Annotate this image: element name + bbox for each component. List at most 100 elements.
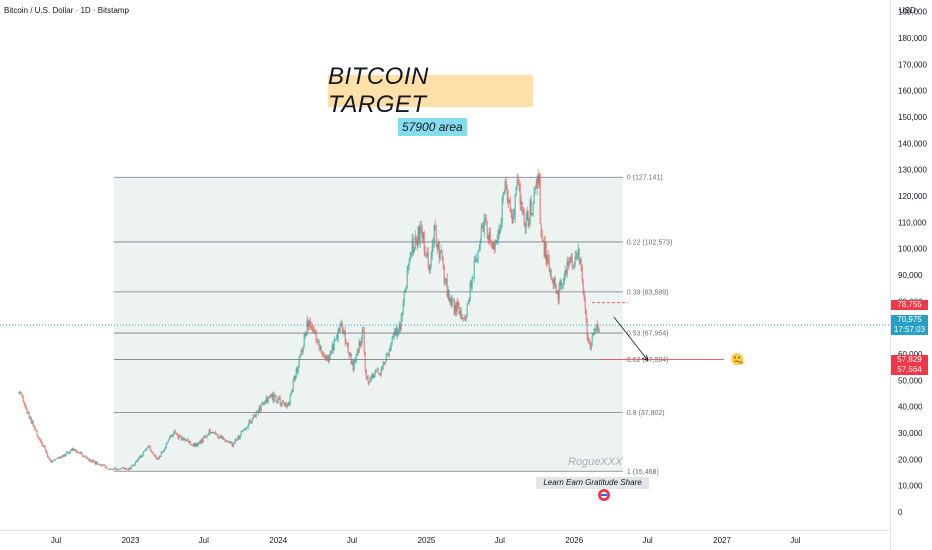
candle-body	[155, 456, 157, 459]
candle-body	[20, 391, 22, 395]
candle-body	[234, 439, 236, 444]
candle-body	[391, 337, 393, 343]
candle-body	[332, 345, 334, 350]
candle-body	[441, 252, 443, 259]
time-axis[interactable]: Jul 2023 Jul 2024 Jul 2025 Jul 2026 Jul 2027 Jul	[51, 536, 801, 545]
candle-body	[118, 469, 120, 470]
candle-body	[287, 402, 289, 407]
candle-body	[154, 455, 156, 457]
candle-body	[201, 439, 203, 443]
title-text: BITCOIN TARGET	[328, 63, 429, 118]
candle-body	[22, 397, 24, 402]
candle-body	[397, 332, 399, 336]
candle-body	[220, 435, 222, 438]
candle-body	[210, 433, 212, 434]
candle-body	[65, 452, 67, 456]
candle-body	[346, 343, 348, 344]
candle-body	[488, 231, 490, 240]
candle-body	[43, 445, 45, 447]
candle-body	[177, 434, 179, 439]
down-arrow-line[interactable]	[613, 316, 649, 361]
candle-body	[116, 469, 118, 470]
candle-body	[379, 374, 381, 376]
candle-body	[336, 337, 338, 339]
candle-body	[77, 452, 79, 454]
candle-body	[355, 353, 357, 362]
price-tag-78755: 78,755	[891, 299, 928, 310]
candle-body	[536, 176, 538, 189]
candle-body	[558, 287, 560, 301]
tagline-callout[interactable]: Learn Earn Gratitude Share	[536, 477, 649, 489]
candle-body	[85, 457, 87, 458]
candle-body	[149, 446, 151, 451]
candle-body	[386, 354, 388, 356]
candle-body	[18, 392, 20, 394]
candle-body	[426, 252, 428, 256]
candle-body	[315, 330, 317, 341]
candle-body	[160, 452, 162, 457]
candle-body	[456, 302, 458, 312]
candle-body	[457, 302, 459, 307]
candle-body	[203, 437, 205, 438]
candle-body	[565, 269, 567, 274]
title-callout[interactable]: BITCOIN TARGET	[328, 63, 533, 118]
candle-body	[176, 434, 178, 435]
candle-body	[542, 240, 544, 242]
candle-body	[223, 439, 225, 441]
candle-body	[461, 316, 463, 319]
candle-body	[525, 219, 527, 228]
candle-body	[95, 461, 97, 465]
candle-body	[55, 458, 57, 460]
drawing-annotations[interactable]	[592, 302, 724, 361]
candle-body	[229, 442, 231, 444]
candle-body	[135, 461, 137, 463]
candle-body	[325, 355, 327, 359]
candle-body	[219, 435, 221, 438]
candle-body	[408, 260, 410, 266]
candle-body	[84, 455, 86, 458]
candle-body	[30, 416, 32, 424]
candle-body	[504, 181, 506, 192]
earnings-flag-icon[interactable]	[598, 489, 610, 501]
candle-body	[491, 246, 493, 249]
candle-body	[496, 239, 498, 243]
time-tick-label: Jul	[347, 536, 357, 545]
candle-body	[339, 324, 341, 332]
candle-body	[359, 341, 361, 347]
candle-body	[582, 279, 584, 291]
price-tick-label: 110,000	[898, 218, 927, 227]
candle-body	[404, 291, 406, 293]
price-axis[interactable]: 0 10,000 20,000 30,000 40,000 50,000 60,000 70,…	[898, 8, 927, 517]
candle-body	[589, 341, 591, 350]
candle-body	[106, 467, 108, 469]
price-tick-label: 150,000	[898, 113, 927, 122]
candle-body	[497, 230, 499, 240]
candle-body	[131, 465, 133, 467]
candle-body	[475, 258, 477, 262]
candle-body	[169, 435, 171, 439]
candle-body	[87, 458, 89, 459]
candle-body	[273, 395, 275, 402]
candle-body	[585, 309, 587, 320]
candle-body	[25, 407, 27, 410]
candle-body	[200, 439, 202, 444]
candle-body	[342, 327, 344, 334]
candle-body	[308, 321, 310, 328]
candle-body	[148, 446, 150, 447]
candle-body	[208, 429, 210, 435]
candle-body	[552, 280, 554, 286]
candle-body	[464, 318, 466, 319]
candle-body	[120, 468, 122, 470]
candle-body	[396, 327, 398, 336]
target-area-callout[interactable]: 57900 area	[398, 118, 467, 136]
candle-body	[451, 299, 453, 305]
candle-body	[493, 242, 495, 250]
candle-body	[311, 325, 313, 331]
candle-body	[529, 200, 531, 223]
candle-body	[227, 441, 229, 442]
candle-body	[550, 269, 552, 280]
candle-body	[123, 467, 125, 470]
candle-body	[278, 397, 280, 399]
candle-body	[502, 192, 504, 200]
candle-body	[78, 452, 80, 454]
